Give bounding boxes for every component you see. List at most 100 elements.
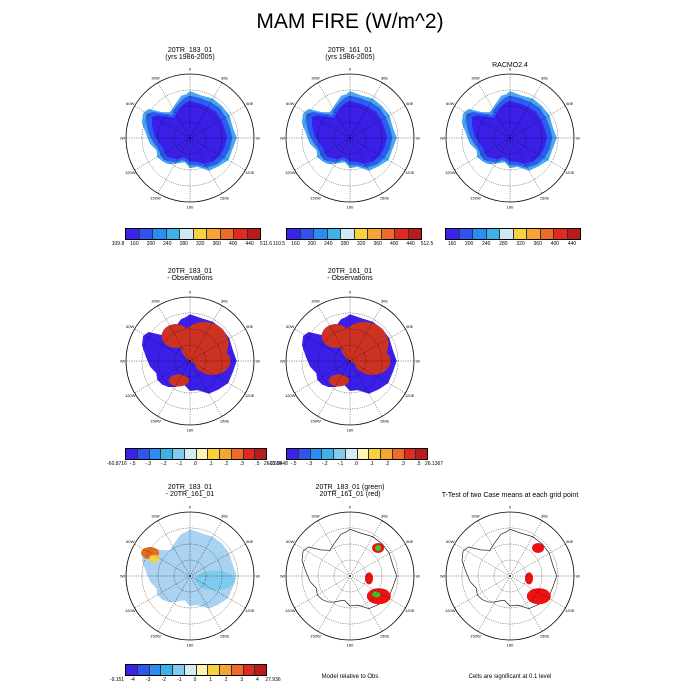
colorbar-tick-label: -.2 [160,461,167,467]
colorbar-tick-label: -.3 [306,461,313,467]
latitude-line [173,559,207,593]
colorbar-2-labels: 110.5 160 200 240 280 320 360 400 440 512.5 [273,241,433,249]
colorbar-tick-label: 0 [193,677,197,683]
longitude-label: 120E [245,608,255,613]
longitude-label: 90E [575,574,580,579]
longitude-label: 30E [541,514,548,519]
longitude-label: 30W [151,76,159,81]
latitude-line [493,559,527,593]
meridian-line [349,543,406,577]
colorbar-tick-label: 200 [464,241,474,247]
meridian-line [509,575,543,632]
meridian-line [189,137,246,171]
meridian-line [477,82,511,139]
latitude-line [173,121,207,155]
significant-cell-center [365,572,374,585]
colorbar-swatch [381,229,395,239]
colorbar-tick-label: .5 [255,461,260,467]
panel-1-map: 0 30E 60E 90E 120E 150E 180 150W 120W 90W 60W 30W [120,67,260,210]
meridian-line [317,575,351,632]
longitude-label: 150E [540,195,550,200]
colorbar-swatch [540,229,554,239]
colorbar-swatch [408,229,421,239]
colorbar-tick-label: 200 [307,241,317,247]
significant-cell-green-ne [375,544,382,551]
panel-5-title: 20TR_161_01- Observations [327,268,373,282]
colorbar-tick-label: 512.5 [420,241,434,247]
longitude-label: 90E [415,359,420,364]
meridian-line [349,82,383,139]
longitude-label: 90E [415,136,420,141]
panel-6-title: 20TR_183_01- 20TR_161_01 [165,484,215,498]
colorbar-swatch [300,229,314,239]
longitude-label: 30W [151,299,159,304]
colorbar-tick-label: .1 [208,461,213,467]
meridian-line [294,137,351,171]
colorbar-swatch [287,449,299,459]
meridian-line [134,360,191,394]
colorbar-swatch [149,449,162,459]
colorbar-tick-label: 360 [212,241,221,247]
meridian-line [349,137,406,171]
longitude-label: 180 [347,643,354,648]
meridian-line [294,105,351,139]
longitude-label: 90W [280,359,285,364]
colorbar-swatch [208,665,220,675]
longitude-label: 120W [125,170,136,175]
longitude-label: 60E [246,101,253,106]
longitude-label: 120W [125,608,136,613]
panel-7-map: 0 30E 60E 90E 120E 150E 180 150W 120W 90W 60W 30W [280,505,420,648]
meridian-line [454,105,511,139]
colorbar-swatch [196,449,209,459]
longitude-label: 0 [189,67,192,72]
colorbar-tick-label: -.5 [129,461,136,467]
colorbar-swatch [243,665,256,675]
meridian-line [134,543,191,577]
colorbar-swatch [404,449,417,459]
colorbar-swatch [395,229,409,239]
colorbar-tick-label: 3 [240,677,244,683]
colorbar-5 [286,448,428,460]
colorbar-swatch [180,229,194,239]
colorbar-tick-label: 4 [256,677,259,683]
longitude-label: 90W [440,574,445,579]
meridian-line [477,137,511,194]
longitude-label: 150E [380,418,390,423]
meridian-line [509,105,566,139]
panel-6-map: 0 30E 60E 90E 120E 150E 180 150W 120W 90W 60W 30W [120,505,260,648]
meridian-line [349,520,383,577]
longitude-label: 60E [406,101,413,106]
meridian-line [509,543,566,577]
colorbar-tick-label: 400 [228,241,238,247]
colorbar-tick-label: 440 [406,241,415,247]
colorbar-tick-label: .0 [353,461,359,467]
colorbar-swatch [173,665,185,675]
colorbar-swatch [139,229,153,239]
longitude-label: 90E [255,574,260,579]
meridian-line [317,82,351,139]
colorbar-swatch [416,449,427,459]
colorbar-swatch [298,449,311,459]
longitude-label: 180 [187,428,194,433]
panel-1-title: 20TR_183_01 (yrs 1986-2005) [165,47,215,61]
meridian-line [477,520,511,577]
meridian-line [189,520,223,577]
longitude-label: 60W [446,539,454,544]
colorbar-swatch [207,229,221,239]
colorbar-swatch [184,449,197,459]
colorbar-swatch [196,665,209,675]
longitude-label: 0 [189,505,192,510]
longitude-label: 150W [150,195,161,200]
longitude-label: 180 [347,205,354,210]
panel-2-map: 0 30E 60E 90E 120E 150E 180 150W 120W 90W 60W 30W [280,67,420,210]
meridian-line [157,82,191,139]
longitude-label: 120E [565,608,575,613]
colorbar-tick-label: -.1 [337,461,344,467]
longitude-label: 120E [565,170,575,175]
longitude-label: 0 [509,505,512,510]
colorbar-swatch [184,665,197,675]
colorbar-tick-label: 360 [533,241,542,247]
latitude-line [493,121,527,155]
longitude-label: 60E [566,101,573,106]
panel-2-title: 20TR_161_01 (yrs 1986-2005) [325,47,375,61]
